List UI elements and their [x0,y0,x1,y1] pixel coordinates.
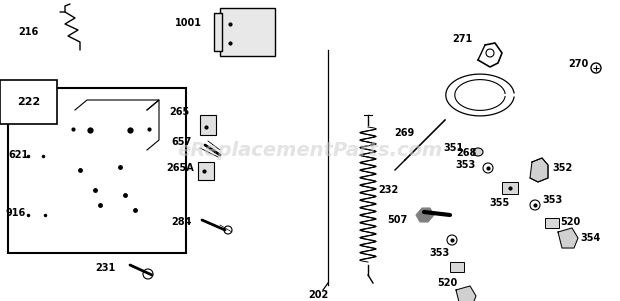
Text: 351: 351 [444,143,464,153]
Bar [220,8,275,56]
Bar [22,205,54,225]
Text: 520: 520 [560,217,580,227]
Bar [450,262,464,272]
Ellipse shape [473,148,483,156]
Text: 268: 268 [456,148,476,158]
Bar [67,120,79,138]
Text: 353: 353 [542,195,562,205]
Bar [65,155,165,230]
Polygon shape [147,100,159,150]
Text: 657: 657 [172,137,192,147]
Text: 271: 271 [452,34,472,44]
Text: 355: 355 [490,198,510,208]
Text: 265A: 265A [166,163,194,173]
Bar [85,175,130,210]
Bar [75,110,147,150]
Polygon shape [416,208,434,222]
Text: 507: 507 [388,215,408,225]
Text: 269: 269 [394,128,414,138]
Text: 232: 232 [378,185,398,195]
Text: 1001: 1001 [175,18,202,28]
Polygon shape [530,158,548,182]
Text: 352: 352 [552,163,572,173]
Text: eReplacementParts.com: eReplacementParts.com [177,141,443,160]
Polygon shape [558,228,578,248]
Bar [214,13,222,51]
Bar [198,162,214,180]
Bar [545,218,559,228]
Bar [200,115,216,135]
Bar [143,120,155,138]
Text: 353: 353 [456,160,476,170]
Text: 916: 916 [6,208,26,218]
Bar [8,88,186,253]
Bar [502,182,518,194]
Text: 222: 222 [15,94,35,104]
Text: 265: 265 [170,107,190,117]
Text: 353: 353 [430,248,450,258]
Text: 621: 621 [8,150,29,160]
Text: 216: 216 [18,27,38,37]
Text: 202: 202 [308,290,328,300]
Polygon shape [75,100,159,110]
Polygon shape [456,286,476,301]
Text: 284: 284 [172,217,192,227]
Text: 270: 270 [568,59,588,69]
Text: 231: 231 [95,263,115,273]
Text: 222: 222 [17,97,40,107]
Bar [22,147,52,165]
Text: 520: 520 [437,278,457,288]
Text: 354: 354 [580,233,600,243]
